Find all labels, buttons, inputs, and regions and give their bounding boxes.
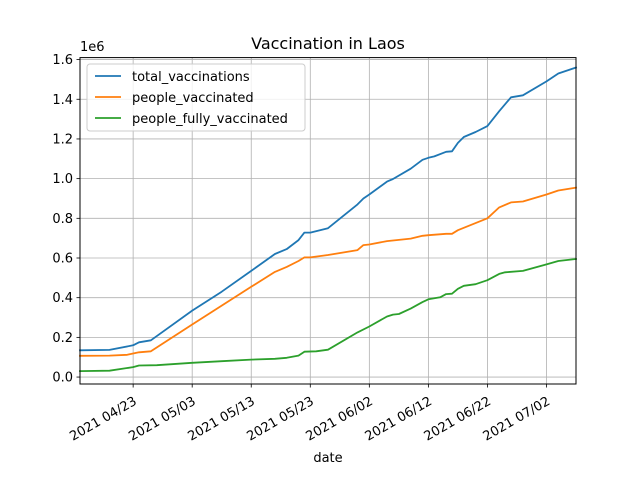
y-tick-label: 0.4: [52, 291, 73, 306]
y-tick-label: 1.4: [52, 93, 73, 108]
series-lines: [79, 66, 578, 373]
legend-box: [86, 63, 306, 132]
legend-label: total_vaccinations: [132, 70, 250, 85]
series-line-people-fully-vaccinated: [79, 258, 577, 373]
legend: total_vaccinations people_vaccinatedpeopl…: [86, 63, 306, 132]
legend-label: people_vaccinated: [132, 91, 254, 106]
y-axis: 0.0 0.2 0.4 0.6 0.8 1.0 1.2 1.4 1.6: [52, 53, 80, 386]
plot-frame: [79, 57, 577, 385]
series-line-total-vaccinations: [79, 66, 578, 352]
y-tick-label: 1.0: [52, 172, 73, 187]
y-tick-label: 1.6: [52, 53, 73, 68]
legend-label: people_fully_vaccinated: [132, 112, 288, 127]
y-tick-label: 0.6: [52, 252, 73, 267]
x-axis-label: date: [313, 451, 342, 466]
y-offset-label: 1e6: [80, 40, 105, 55]
y-tick-label: 0.0: [52, 371, 73, 386]
y-tick-label: 0.2: [52, 331, 73, 346]
chart-title: Vaccination in Laos: [251, 34, 405, 53]
series-line-people-vaccinated: [79, 186, 578, 357]
y-tick-label: 1.2: [52, 132, 73, 147]
y-tick-label: 0.8: [52, 212, 73, 227]
